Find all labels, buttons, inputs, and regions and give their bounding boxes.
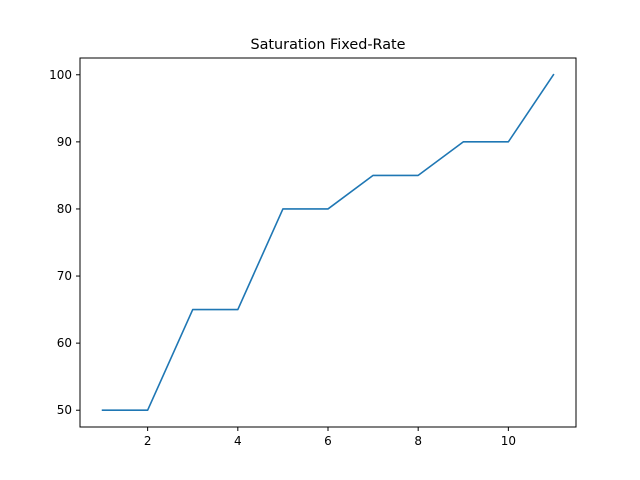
y-tick-label: 90 (57, 135, 72, 149)
y-axis: 50 60 70 80 90 100 (49, 68, 80, 417)
y-tick-label: 100 (49, 68, 72, 82)
plot-area-frame (79, 57, 577, 428)
x-tick-label: 8 (414, 434, 422, 448)
x-tick-label: 10 (501, 434, 516, 448)
x-tick-label: 2 (144, 434, 152, 448)
y-tick-label: 50 (57, 403, 72, 417)
x-axis: 2 4 6 8 10 (144, 427, 516, 448)
series-line-0 (101, 73, 555, 412)
x-tick-label: 6 (324, 434, 332, 448)
x-tick-label: 4 (234, 434, 242, 448)
y-tick-label: 60 (57, 336, 72, 350)
y-tick-label: 70 (57, 269, 72, 283)
y-tick-label: 80 (57, 202, 72, 216)
series-layer (101, 73, 555, 412)
chart-title: Saturation Fixed-Rate (250, 37, 405, 53)
